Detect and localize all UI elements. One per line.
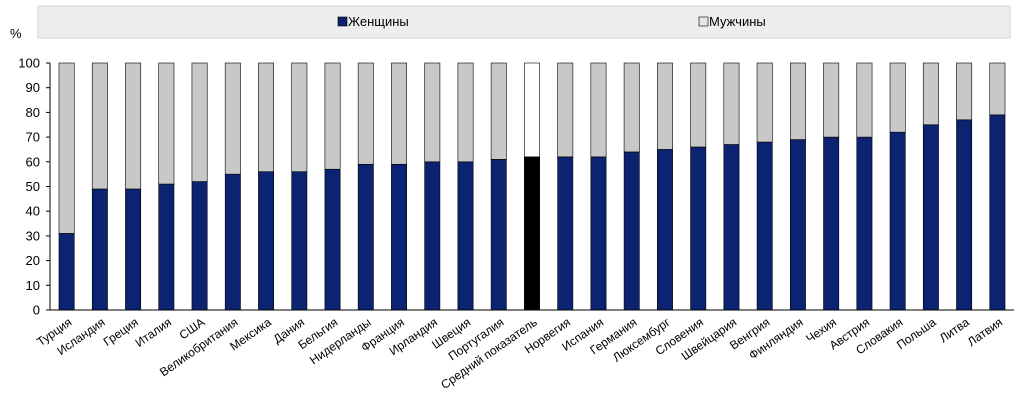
bar-men xyxy=(590,62,607,158)
y-tick-label: 80 xyxy=(26,105,40,120)
x-category-label: Латвия xyxy=(965,315,1005,349)
bar-men xyxy=(258,62,275,172)
bar-women xyxy=(357,163,374,311)
bar-women xyxy=(789,139,806,311)
bar-women xyxy=(889,131,906,311)
bar-men xyxy=(191,62,208,182)
bar-women xyxy=(524,156,540,311)
legend-box xyxy=(37,5,1011,39)
bar-men xyxy=(291,62,308,172)
bar-women xyxy=(623,151,640,311)
legend: Женщины Мужчины xyxy=(337,14,766,29)
bar-men xyxy=(823,62,840,138)
bar-women xyxy=(125,188,142,311)
bar-men xyxy=(424,62,441,163)
y-tick-label: 30 xyxy=(26,228,40,243)
bar-men xyxy=(756,62,773,143)
y-tick-label: 0 xyxy=(33,303,40,318)
y-tick-label: 40 xyxy=(26,204,40,219)
bar-men xyxy=(524,62,540,158)
bar-women xyxy=(490,159,507,311)
legend-swatch-men xyxy=(698,16,709,27)
bar-men xyxy=(623,62,640,153)
bar-men xyxy=(989,62,1006,116)
bar-women xyxy=(258,171,275,311)
bar-women xyxy=(224,173,241,311)
bar-men xyxy=(391,62,407,165)
bar-women xyxy=(856,136,873,311)
bar-women xyxy=(989,114,1006,311)
bar-men xyxy=(690,62,707,148)
bar-men xyxy=(490,62,507,160)
y-tick-label: 10 xyxy=(26,278,40,293)
bar-women xyxy=(424,161,441,311)
bar-women xyxy=(457,161,474,311)
y-tick-label: 70 xyxy=(26,130,40,145)
bar-men xyxy=(58,62,75,234)
bar-women xyxy=(324,168,341,311)
y-tick-label: 100 xyxy=(18,56,40,71)
bar-women xyxy=(823,136,840,311)
bar-women xyxy=(158,183,175,311)
legend-label-men: Мужчины xyxy=(709,14,766,29)
bar-women xyxy=(557,156,574,311)
bar-men xyxy=(224,62,241,175)
y-tick-label: 50 xyxy=(26,179,40,194)
bar-men xyxy=(158,62,175,185)
bar-men xyxy=(557,62,574,158)
bar-women xyxy=(723,144,740,311)
bar-women xyxy=(58,233,75,311)
bar-men xyxy=(125,62,142,190)
bar-women xyxy=(922,124,939,311)
bar-women xyxy=(756,141,773,311)
bar-men xyxy=(657,62,673,150)
bar-women xyxy=(91,188,108,311)
y-tick-label: 90 xyxy=(26,80,40,95)
bar-women xyxy=(590,156,607,311)
bar-men xyxy=(723,62,740,145)
bars xyxy=(58,62,1006,311)
y-tick-label: 20 xyxy=(26,253,40,268)
bar-women xyxy=(690,146,707,311)
bar-men xyxy=(357,62,374,165)
bar-men xyxy=(956,62,973,121)
y-axis-unit: % xyxy=(10,26,22,41)
bar-men xyxy=(789,62,806,140)
bar-women xyxy=(657,149,673,311)
y-tick-label: 60 xyxy=(26,154,40,169)
bar-women xyxy=(191,181,208,311)
bar-men xyxy=(922,62,939,126)
bar-men xyxy=(91,62,108,190)
y-axis: 0 10 20 30 40 50 60 70 80 90 100 xyxy=(18,56,51,318)
bar-men xyxy=(324,62,341,170)
bar-men xyxy=(856,62,873,138)
x-category-label: Италия xyxy=(133,315,175,350)
bar-men xyxy=(457,62,474,163)
bar-women xyxy=(956,119,973,311)
legend-label-women: Женщины xyxy=(348,14,409,29)
legend-swatch-women xyxy=(337,16,348,27)
x-category-label: Греция xyxy=(101,315,141,349)
bar-men xyxy=(889,62,906,133)
bar-women xyxy=(291,171,308,311)
bar-women xyxy=(391,163,407,311)
